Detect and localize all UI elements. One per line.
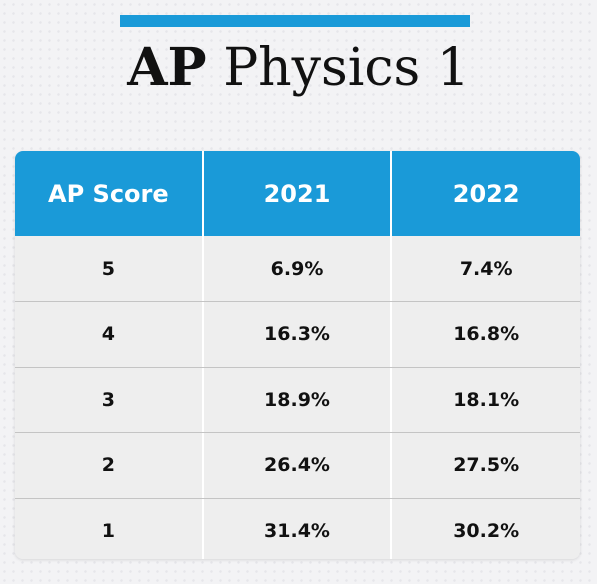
score-table: AP Score 2021 2022 5 6.9% 7.4% 4 16.3% 1… [15,151,580,559]
table-cell-score: 3 [101,388,115,411]
header-cell-2022: 2022 [390,151,580,236]
table-row: 2 26.4% 27.5% [15,432,580,498]
table-cell-2021: 31.4% [201,498,391,559]
table-row: 4 16.3% 16.8% [15,301,580,367]
table-cell-2022: 16.8% [390,302,580,367]
table-row: 1 31.4% 30.2% [15,497,580,559]
table-cell-2022: 30.2% [390,498,580,559]
header-cell-2021: 2021 [201,151,391,236]
title-bold-text: AP [127,37,207,98]
table-row: 5 6.9% 7.4% [15,236,580,301]
table-cell-score: 4 [101,323,115,346]
table-header-row: AP Score 2021 2022 [15,151,580,236]
table-cell-2022: 7.4% [390,236,580,301]
table-cell-score: 1 [101,520,115,543]
title-rest-text: Physics 1 [223,38,470,98]
table-cell-2022: 18.1% [390,367,580,433]
table-cell-2021: 6.9% [201,236,391,301]
table-cell-2021: 18.9% [201,367,391,433]
table-cell-2021: 16.3% [201,302,391,367]
table-cell-2021: 26.4% [201,433,391,498]
page-title: AP Physics 1 [0,36,597,100]
table-cell-score: 2 [101,454,115,477]
table-cell-score: 5 [101,257,115,280]
table-row: 3 18.9% 18.1% [15,366,580,433]
header-cell-score: AP Score [48,179,169,208]
table-cell-2022: 27.5% [390,433,580,498]
title-accent-bar [120,15,470,27]
table-body: 5 6.9% 7.4% 4 16.3% 16.8% 3 18.9% 18.1% … [15,236,580,559]
